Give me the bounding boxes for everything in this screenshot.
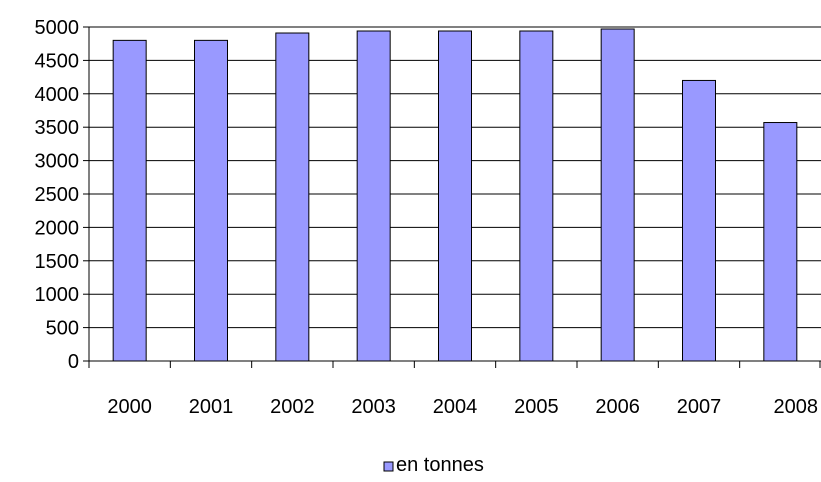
y-tick-label: 1500	[35, 251, 80, 273]
bar	[763, 122, 798, 362]
x-tick-label: 2001	[189, 396, 234, 418]
y-tick-label: 2000	[35, 217, 80, 239]
x-tick-label: 2005	[514, 396, 559, 418]
bar	[275, 32, 310, 362]
x-tick-labels: 2000 2001 2002 2003 2004 2005 2006 2007 2008	[107, 396, 818, 418]
bar	[112, 39, 147, 362]
bar	[600, 28, 635, 362]
y-tick-label: 0	[68, 351, 79, 373]
bar	[194, 39, 228, 362]
x-tick-label: 2008	[774, 396, 819, 418]
bar	[356, 30, 391, 362]
y-tick-label: 1000	[35, 284, 80, 306]
y-tick-label: 2500	[35, 184, 80, 206]
x-tick-label: 2004	[433, 396, 478, 418]
x-tick-label: 2003	[351, 396, 396, 418]
y-tick-label: 3500	[35, 117, 80, 139]
y-tick-label: 4000	[35, 84, 80, 106]
x-tick-label: 2006	[595, 396, 640, 418]
y-tick-labels: 0 500 1000 1500 2000 2500 3000 3500 4000 4500 5000	[35, 17, 80, 373]
bars	[112, 28, 798, 362]
bar	[519, 30, 554, 362]
x-tick-label: 2007	[677, 396, 722, 418]
x-tick-label: 2000	[107, 396, 152, 418]
bar	[682, 79, 716, 362]
y-tick-label: 5000	[35, 17, 80, 39]
x-tick-label: 2002	[270, 396, 315, 418]
bar	[438, 30, 472, 362]
y-tick-label: 4500	[35, 50, 80, 72]
legend-label: en tonnes	[396, 454, 484, 476]
y-tick-label: 3000	[35, 151, 80, 173]
legend-swatch	[383, 461, 394, 472]
legend: en tonnes	[383, 454, 484, 476]
axes	[83, 26, 821, 368]
y-tick-label: 500	[46, 318, 79, 340]
